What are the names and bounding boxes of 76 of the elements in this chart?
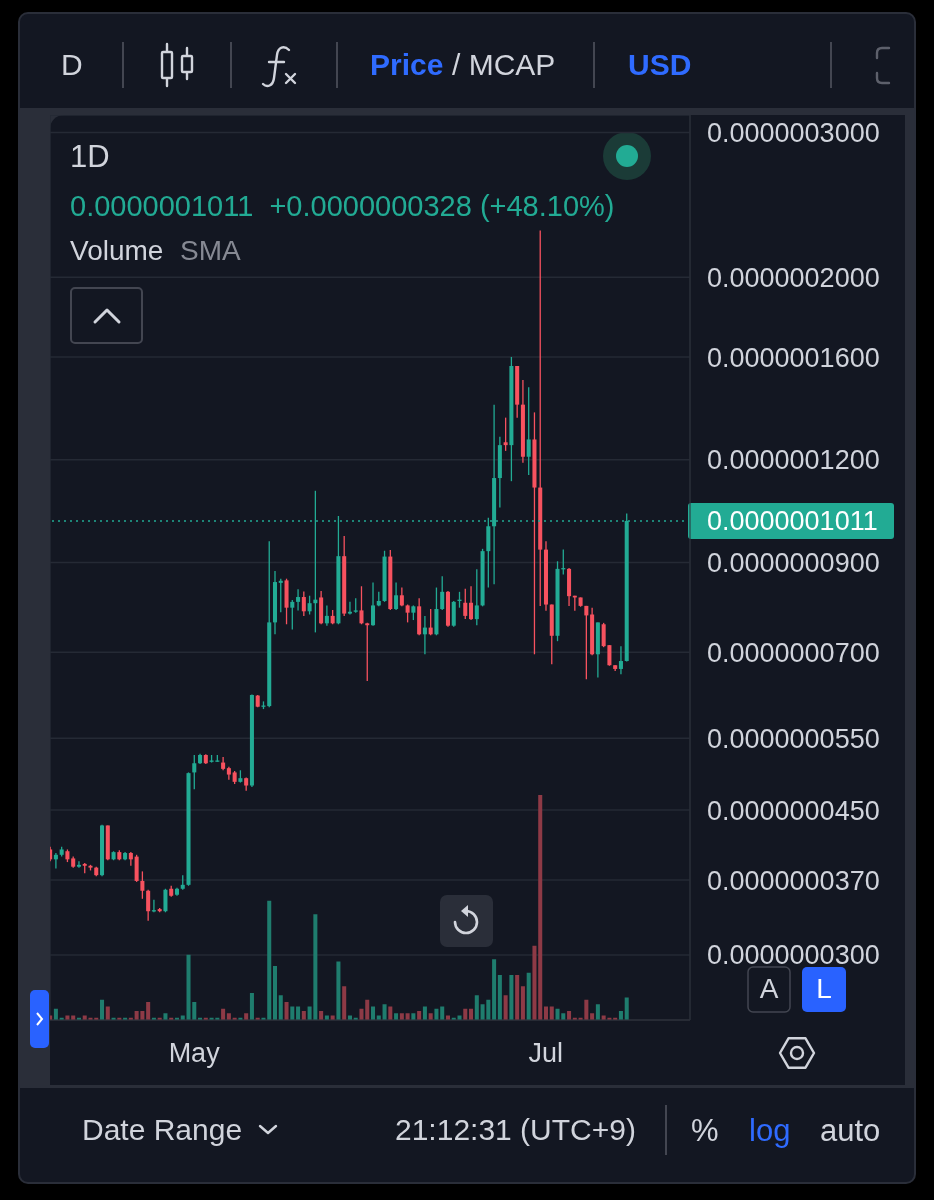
bar xyxy=(532,945,537,1020)
y-tick-label: 0.0000001600 xyxy=(707,342,880,373)
y-tick-label: 0.0000002000 xyxy=(707,262,880,293)
bar xyxy=(509,975,514,1020)
text: Price xyxy=(370,48,444,81)
candlestick xyxy=(307,595,312,616)
bar xyxy=(515,975,520,1020)
candlestick xyxy=(365,622,370,682)
candlestick xyxy=(469,585,474,621)
bar xyxy=(520,986,525,1020)
y-tick-label: 0.0000003000 xyxy=(707,118,880,149)
bar xyxy=(146,1002,151,1020)
text: A xyxy=(759,973,779,1004)
candlestick xyxy=(278,578,283,613)
annotation: SMA xyxy=(180,235,241,266)
candlestick xyxy=(394,581,399,611)
y-tick-label: 0.0000000370 xyxy=(707,865,880,896)
bar xyxy=(272,966,278,1020)
bar xyxy=(526,972,531,1020)
x-tick-label: Jul xyxy=(528,1038,564,1069)
candlestick xyxy=(290,599,295,631)
candlestick xyxy=(451,600,456,628)
text: 21:12:31 (UTC+9) xyxy=(395,1113,636,1146)
y-tick-label: 0.0000001200 xyxy=(707,445,880,476)
text: Date Range xyxy=(82,1113,243,1146)
candlestick xyxy=(618,645,623,675)
text: / MCAP xyxy=(452,48,556,81)
bar xyxy=(497,975,502,1020)
candlestick xyxy=(584,605,589,680)
bar xyxy=(624,997,629,1020)
candlestick xyxy=(192,754,197,790)
bar xyxy=(538,795,543,1020)
y-tick-label: 0.0000000450 xyxy=(707,795,880,826)
candlestick xyxy=(371,581,376,627)
bar xyxy=(249,993,254,1020)
text: auto xyxy=(820,1113,881,1148)
text: % xyxy=(691,1113,719,1148)
bar xyxy=(100,999,105,1020)
text: log xyxy=(749,1113,791,1148)
bar xyxy=(382,1004,387,1020)
candlestick xyxy=(526,386,531,476)
bar xyxy=(474,995,479,1020)
y-tick-label: 0.0000000900 xyxy=(707,548,880,579)
candlestick xyxy=(440,575,445,611)
candlestick xyxy=(399,586,404,607)
y-tick-label: 0.0000000700 xyxy=(707,637,880,668)
y-tick-label: 0.0000000550 xyxy=(707,723,880,754)
bar xyxy=(503,995,508,1020)
y-tick-label: 0.0000000300 xyxy=(707,940,880,971)
text: D xyxy=(61,48,83,81)
text: 1D xyxy=(70,139,110,174)
candlestick xyxy=(474,568,479,626)
candlestick xyxy=(324,604,329,627)
bar xyxy=(336,961,341,1020)
text: USD xyxy=(628,48,692,81)
candlestick xyxy=(76,860,81,869)
x-tick-label: May xyxy=(168,1038,221,1069)
bar xyxy=(595,1004,600,1020)
bar xyxy=(284,1002,289,1020)
candlestick xyxy=(296,588,301,612)
bar xyxy=(278,995,283,1020)
candlestick xyxy=(301,590,306,617)
text: 0.0000001011 +0.0000000328 (+48.10%) xyxy=(70,190,615,222)
bar xyxy=(342,986,347,1020)
candlestick xyxy=(140,870,145,900)
candlestick xyxy=(503,416,508,452)
candlestick xyxy=(463,588,468,620)
candlestick xyxy=(163,888,168,913)
annotation: Volume xyxy=(70,235,164,266)
ref-line-label: 0.0000001011 xyxy=(707,506,878,537)
candlestick xyxy=(347,601,352,616)
candlestick xyxy=(359,585,364,625)
bar xyxy=(492,959,497,1020)
bar xyxy=(267,900,272,1020)
text: L xyxy=(816,973,832,1004)
candlestick xyxy=(146,889,151,922)
